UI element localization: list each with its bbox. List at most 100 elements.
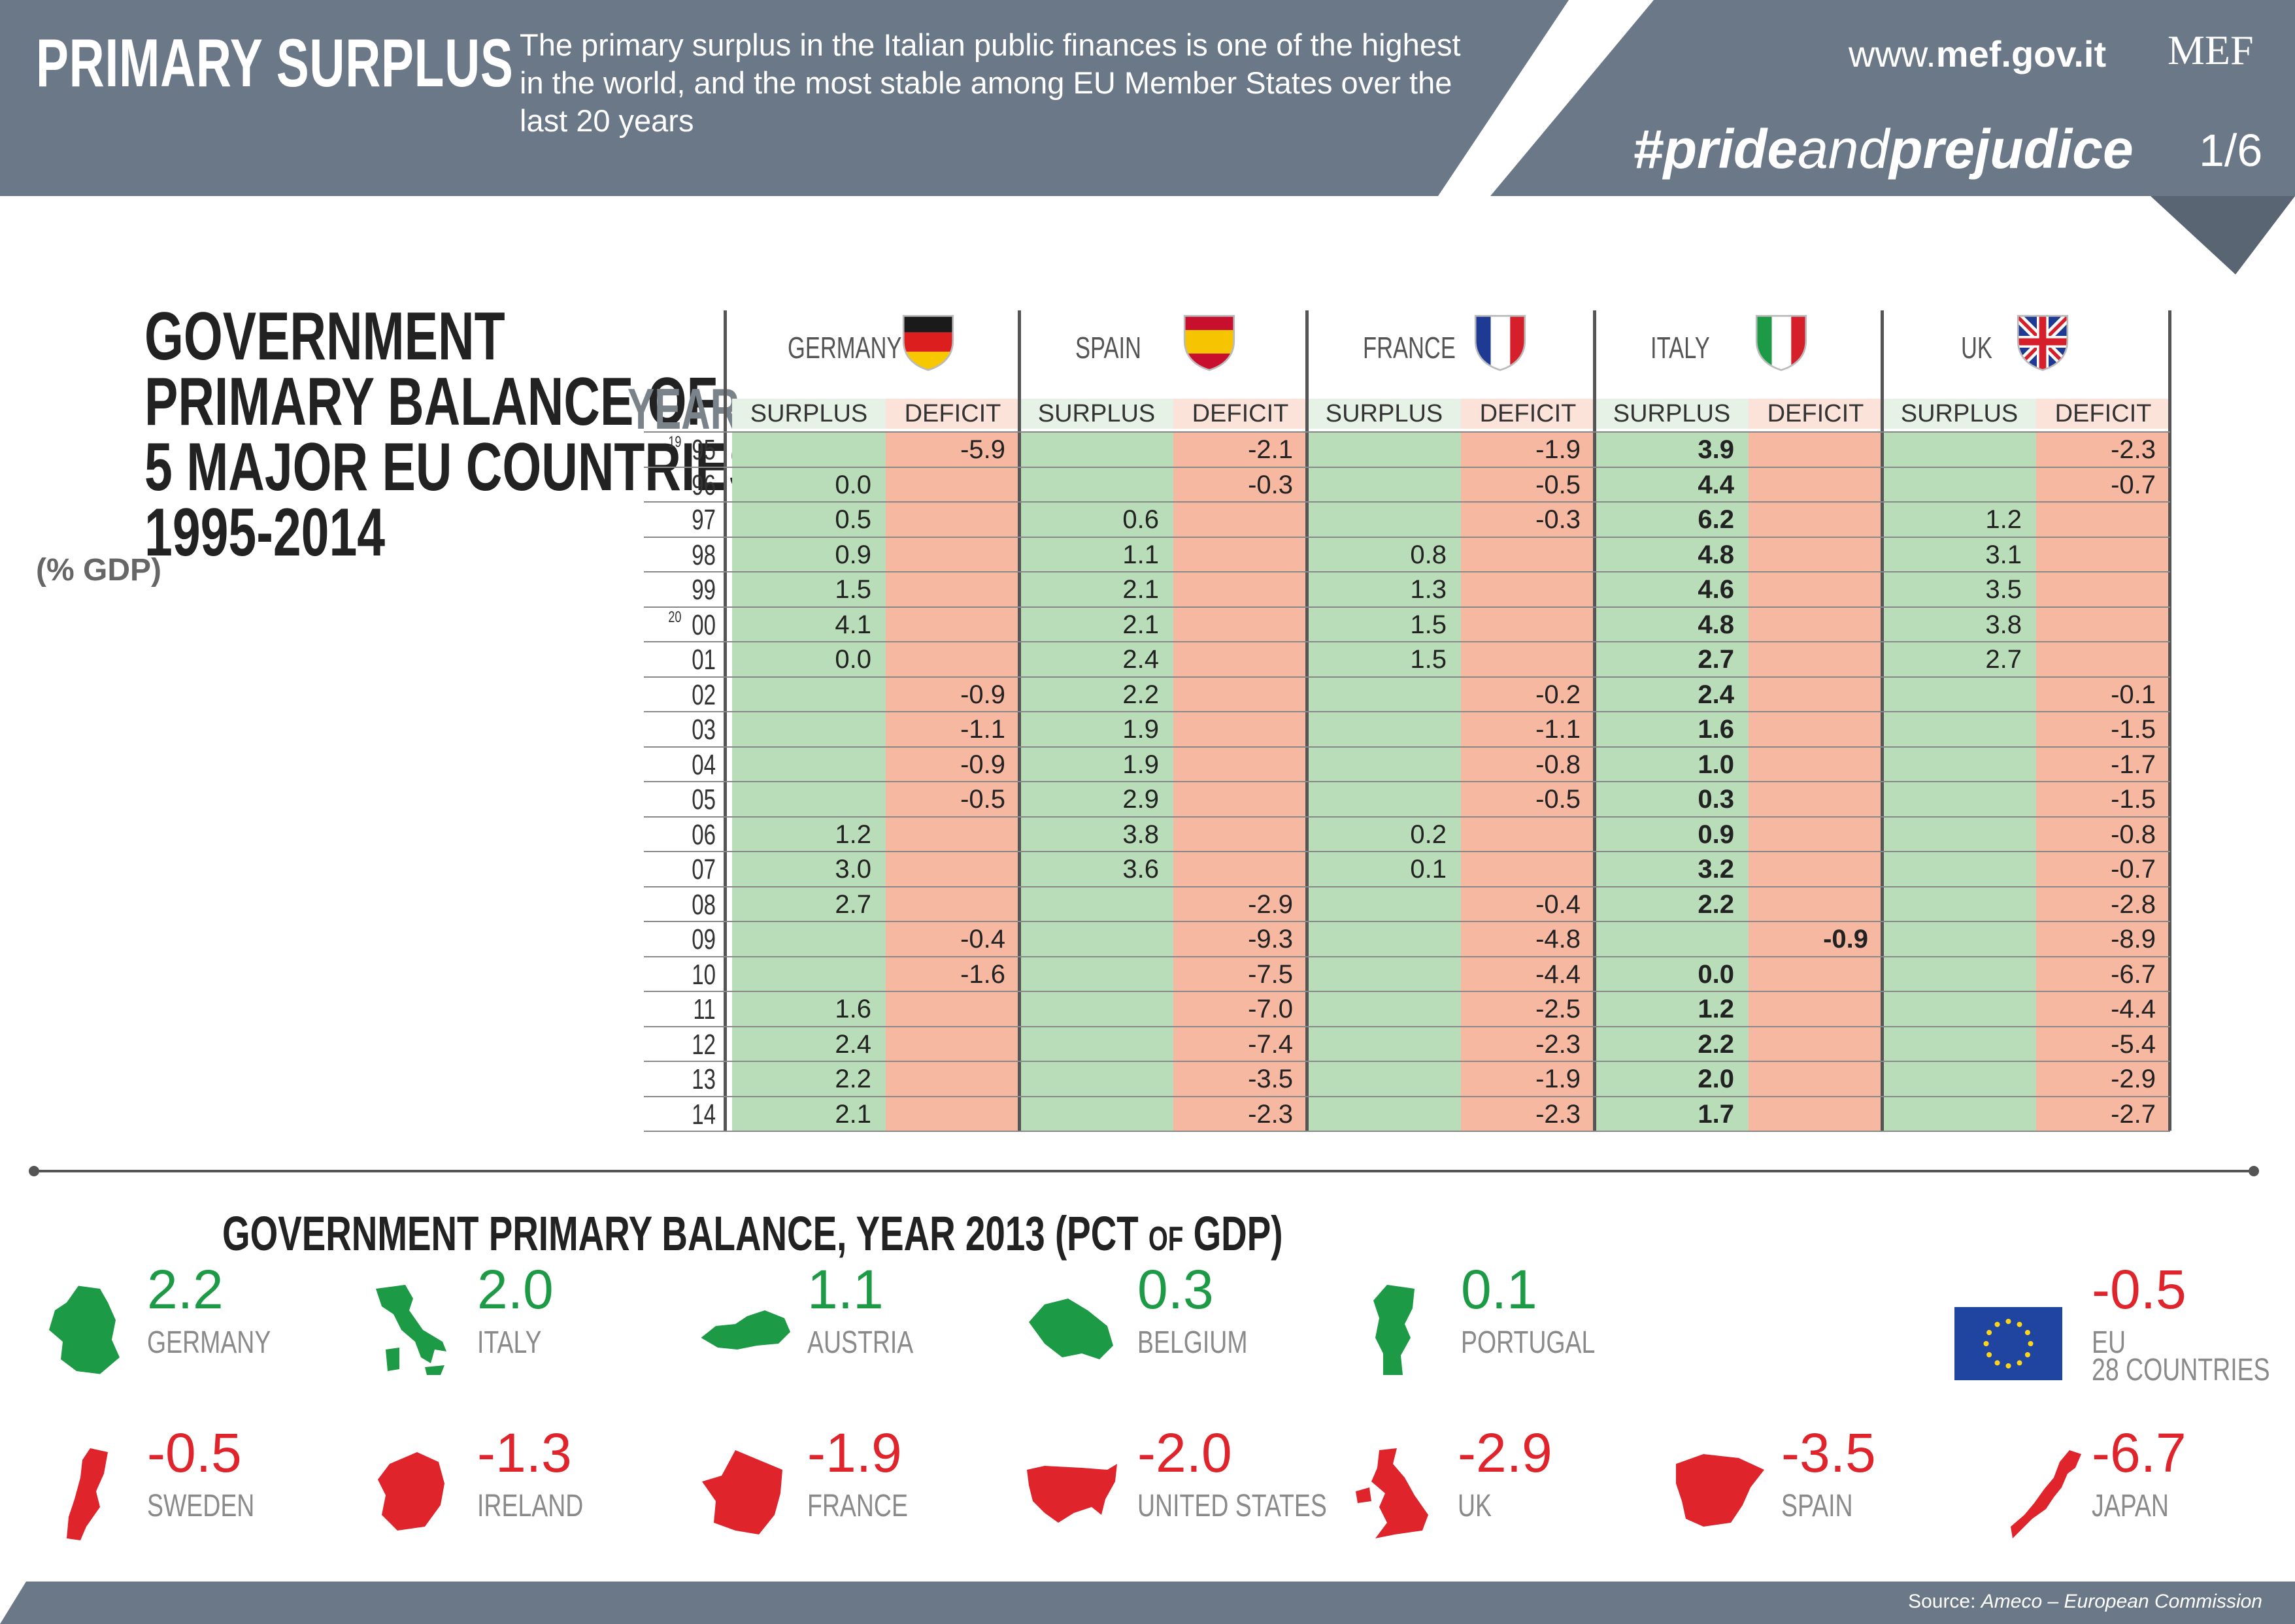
row-divider bbox=[644, 1131, 2170, 1132]
year-value: 04 bbox=[692, 748, 716, 781]
row-divider bbox=[644, 466, 2170, 468]
century-prefix: 20 bbox=[668, 608, 682, 626]
table-cell: -2.1 bbox=[1248, 435, 1293, 464]
table-cell: -1.1 bbox=[960, 715, 1005, 744]
row-divider bbox=[644, 501, 2170, 503]
table-cell: -0.7 bbox=[2111, 470, 2156, 499]
deficit-header: DEFICIT bbox=[2036, 399, 2170, 429]
balance-2013-grid: 2.2 GERMANY 2.0 ITALY 1.1 AUSTRIA 0.3 BELGIUM 0.… bbox=[49, 1259, 2270, 1540]
table-cell: 0.0 bbox=[835, 645, 871, 674]
country-label: SWEDEN bbox=[147, 1489, 255, 1523]
column-divider bbox=[1305, 310, 1309, 1131]
balance-value: 2.0 bbox=[477, 1259, 554, 1320]
table-cell: 2.9 bbox=[1122, 785, 1159, 814]
table-cell: 3.1 bbox=[1985, 540, 2022, 569]
section-divider bbox=[29, 1166, 2259, 1176]
country-label: PORTUGAL bbox=[1461, 1325, 1596, 1360]
year-label: 01 bbox=[631, 642, 716, 678]
table-cell: 3.8 bbox=[1985, 610, 2022, 639]
japan-map-icon bbox=[2011, 1450, 2081, 1538]
table-cell: -3.5 bbox=[1248, 1065, 1293, 1093]
table-cell: 1.5 bbox=[1410, 610, 1447, 639]
table-cell: 2.2 bbox=[835, 1065, 871, 1093]
usa-map-icon bbox=[1027, 1464, 1117, 1523]
table-cell: 4.4 bbox=[1698, 470, 1734, 499]
france-flag-icon bbox=[1474, 315, 1526, 371]
table-cell: -0.3 bbox=[1248, 470, 1293, 499]
year-value: 03 bbox=[692, 714, 716, 746]
table-cell: -1.7 bbox=[2111, 750, 2156, 779]
year-label: 03 bbox=[631, 712, 716, 748]
year-label: 08 bbox=[631, 887, 716, 923]
deficit-header: DEFICIT bbox=[1461, 399, 1595, 429]
surplus-header: SURPLUS bbox=[1595, 399, 1749, 429]
row-divider bbox=[644, 536, 2170, 538]
table-cell: -5.9 bbox=[960, 435, 1005, 464]
year-value: 11 bbox=[693, 993, 716, 1025]
table-cell: 0.0 bbox=[1698, 959, 1734, 989]
surplus-header: SURPLUS bbox=[732, 399, 886, 429]
deficit-header: DEFICIT bbox=[1749, 399, 1883, 429]
table-cell: 2.4 bbox=[835, 1029, 871, 1059]
table-cell: 4.8 bbox=[1698, 610, 1734, 639]
eu-flag-icon bbox=[1954, 1307, 2062, 1380]
table-cell: 3.5 bbox=[1985, 575, 2022, 604]
table-cell: -0.3 bbox=[1535, 505, 1581, 534]
year-value: 05 bbox=[692, 784, 716, 816]
table-unit: (% GDP) bbox=[36, 553, 161, 588]
year-value: 14 bbox=[692, 1098, 716, 1131]
balance-value: -1.9 bbox=[807, 1422, 902, 1483]
page-title: PRIMARY SURPLUS bbox=[36, 25, 514, 101]
country-name: GERMANY bbox=[788, 331, 902, 365]
table-cell: 0.3 bbox=[1698, 785, 1734, 814]
country-label: ITALY bbox=[477, 1325, 542, 1360]
table-cell: -0.9 bbox=[960, 680, 1005, 709]
spain-flag-icon bbox=[1183, 315, 1235, 371]
table-cell: -1.1 bbox=[1535, 715, 1581, 744]
table-cell: 1.6 bbox=[835, 995, 871, 1023]
table-cell: 1.5 bbox=[1410, 645, 1447, 674]
table-cell: -2.9 bbox=[1248, 889, 1293, 919]
year-value: 09 bbox=[692, 923, 716, 955]
portugal-map-icon bbox=[1373, 1285, 1415, 1375]
balance-2013-title-b: GDP) bbox=[1183, 1206, 1283, 1261]
table-cell: 1.2 bbox=[1698, 995, 1734, 1023]
source-prefix: Source: bbox=[1908, 1591, 1981, 1612]
century-prefix: 19 bbox=[668, 433, 682, 451]
country-name: FRANCE bbox=[1363, 331, 1456, 365]
column-divider bbox=[1018, 310, 1021, 1131]
row-divider bbox=[644, 641, 2170, 642]
year-label: 11 bbox=[631, 992, 716, 1027]
source-note: Source: Ameco – European Commission bbox=[1908, 1591, 2262, 1613]
sweden-map-icon bbox=[67, 1448, 108, 1540]
year-value: 01 bbox=[692, 644, 716, 676]
table-cell: -8.9 bbox=[2111, 925, 2156, 953]
table-cell: 1.7 bbox=[1698, 1099, 1734, 1129]
austria-map-icon bbox=[701, 1310, 790, 1350]
title-line: PRIMARY BALANCE OF bbox=[144, 364, 718, 440]
row-divider bbox=[644, 571, 2170, 572]
year-label: 20 00 bbox=[631, 608, 716, 643]
row-divider bbox=[644, 886, 2170, 887]
country-label-line2: 28 COUNTRIES bbox=[2092, 1353, 2270, 1387]
url-domain: mef.gov.it bbox=[1935, 33, 2107, 75]
table-cell: 2.1 bbox=[835, 1099, 871, 1129]
table-cell: -0.5 bbox=[1535, 785, 1581, 814]
website-link[interactable]: www.mef.gov.it bbox=[1849, 33, 2106, 75]
table-cell: -1.9 bbox=[1535, 1065, 1581, 1093]
table-cell: 0.1 bbox=[1410, 855, 1447, 884]
header-banner-left bbox=[0, 0, 1569, 196]
table-cell: 3.2 bbox=[1698, 855, 1734, 884]
table-cell: 2.1 bbox=[1122, 575, 1159, 604]
year-label: 97 bbox=[631, 503, 716, 538]
year-label: 09 bbox=[631, 922, 716, 957]
year-label: 99 bbox=[631, 572, 716, 608]
table-cell: 1.0 bbox=[1698, 750, 1734, 779]
table-cell: 0.5 bbox=[835, 505, 871, 534]
table-cell: 6.2 bbox=[1698, 505, 1734, 534]
year-label: 10 bbox=[631, 957, 716, 993]
deficit-header: DEFICIT bbox=[1173, 399, 1307, 429]
table-cell: -0.5 bbox=[1535, 470, 1581, 499]
row-divider bbox=[644, 1061, 2170, 1062]
table-cell: 2.2 bbox=[1698, 889, 1734, 919]
